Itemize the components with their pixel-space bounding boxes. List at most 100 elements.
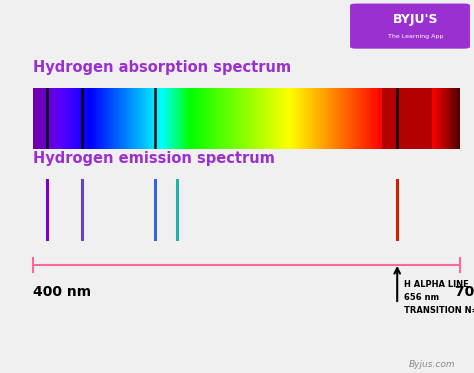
Bar (415, 88, 416, 149)
Bar (242, 88, 243, 149)
Bar (178, 88, 179, 149)
Bar (91, 88, 92, 149)
Bar (142, 88, 143, 149)
Bar (229, 88, 230, 149)
Bar (275, 88, 276, 149)
Bar (394, 88, 395, 149)
Bar (436, 88, 437, 149)
Bar (295, 88, 296, 149)
Bar (133, 88, 134, 149)
Bar (89, 88, 90, 149)
Bar (398, 88, 399, 149)
Bar (137, 88, 138, 149)
Bar (206, 88, 207, 149)
Bar (165, 88, 166, 149)
Bar (88, 88, 89, 149)
Bar (342, 88, 343, 149)
Bar (211, 88, 212, 149)
Bar (304, 88, 305, 149)
Bar (272, 88, 273, 149)
Bar (34, 88, 35, 149)
Bar (186, 88, 187, 149)
Bar (210, 88, 211, 149)
Bar (420, 88, 421, 149)
Bar (144, 88, 145, 149)
Bar (357, 88, 358, 149)
Bar (96, 88, 97, 149)
Bar (343, 88, 344, 149)
Bar (425, 88, 426, 149)
Bar (134, 88, 135, 149)
Bar (278, 88, 279, 149)
Bar (160, 88, 161, 149)
Bar (128, 88, 129, 149)
Bar (424, 88, 425, 149)
Bar (136, 88, 137, 149)
Bar (451, 88, 452, 149)
Bar (33, 88, 34, 149)
Bar (306, 88, 307, 149)
Bar (350, 88, 351, 149)
Bar (121, 88, 122, 149)
Bar (81, 88, 82, 149)
Bar (219, 88, 220, 149)
Bar (300, 88, 301, 149)
Bar (458, 88, 459, 149)
Bar (237, 88, 238, 149)
Bar (401, 88, 402, 149)
Bar (77, 88, 78, 149)
Text: Byjus.com: Byjus.com (409, 360, 455, 369)
Bar (333, 88, 334, 149)
Bar (410, 88, 411, 149)
Bar (201, 88, 202, 149)
Bar (114, 88, 115, 149)
Bar (281, 88, 282, 149)
Bar (413, 88, 414, 149)
Bar (260, 88, 261, 149)
Bar (256, 88, 257, 149)
Bar (381, 88, 382, 149)
Bar (36, 88, 37, 149)
Bar (80, 88, 81, 149)
Bar (284, 88, 285, 149)
Bar (244, 88, 245, 149)
Bar (289, 88, 290, 149)
Bar (75, 88, 76, 149)
Bar (167, 88, 168, 149)
Bar (391, 88, 392, 149)
Bar (277, 88, 278, 149)
Bar (182, 88, 183, 149)
Bar (409, 88, 410, 149)
Bar (179, 88, 180, 149)
Bar (152, 88, 153, 149)
Bar (416, 88, 417, 149)
Bar (354, 88, 355, 149)
Bar (264, 88, 265, 149)
Bar (449, 88, 450, 149)
Bar (163, 88, 164, 149)
Bar (120, 88, 121, 149)
Bar (258, 88, 259, 149)
Bar (175, 88, 176, 149)
Bar (316, 88, 317, 149)
Bar (205, 88, 206, 149)
Bar (171, 88, 172, 149)
Bar (255, 88, 256, 149)
Bar (430, 88, 431, 149)
Bar (254, 88, 255, 149)
Bar (230, 88, 231, 149)
Bar (129, 88, 130, 149)
Bar (130, 88, 131, 149)
Bar (46, 88, 47, 149)
Bar (86, 88, 87, 149)
Bar (349, 88, 350, 149)
Bar (317, 88, 318, 149)
Bar (267, 88, 268, 149)
Bar (251, 88, 252, 149)
Bar (101, 88, 102, 149)
Bar (188, 88, 189, 149)
Bar (377, 88, 378, 149)
Bar (297, 88, 298, 149)
Bar (356, 88, 357, 149)
Bar (145, 88, 146, 149)
